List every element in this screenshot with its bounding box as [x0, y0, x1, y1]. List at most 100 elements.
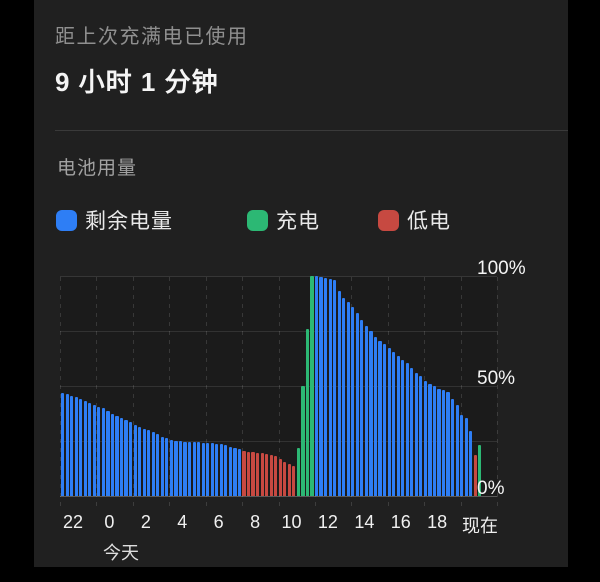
chart-bar-remaining [133, 424, 137, 496]
chart-bar-low [256, 453, 260, 496]
v-gridline [497, 277, 498, 508]
chart-bar-remaining [187, 442, 192, 496]
since-full-charge-label: 距上次充满电已使用 [55, 26, 249, 48]
chart-bar-remaining [88, 402, 92, 496]
chart-bar-remaining [414, 372, 418, 496]
chart-bar-remaining [360, 320, 364, 496]
chart-bar-remaining [446, 391, 450, 496]
chart-bar-remaining [460, 414, 464, 496]
chart-bar-remaining [115, 415, 119, 496]
h-gridline [60, 441, 497, 442]
chart-bar-low [260, 453, 264, 496]
chart-bar-remaining [178, 441, 183, 496]
x-axis-label: 16 [390, 512, 411, 532]
chart-bar-remaining [437, 389, 441, 496]
chart-bar-low [278, 458, 282, 496]
v-gridline [132, 277, 134, 508]
chart-bar-remaining [401, 359, 405, 496]
chart-bar-charging [296, 447, 300, 496]
chart-bar-charging [310, 276, 314, 496]
divider [55, 130, 568, 131]
v-gridline [314, 277, 316, 508]
v-gridline [205, 277, 207, 508]
chart-bar-remaining [156, 434, 160, 496]
chart-bar-remaining [138, 426, 142, 496]
v-gridline [424, 277, 426, 508]
today-label: 今天 [103, 543, 139, 563]
chart-bar-remaining [405, 362, 409, 496]
x-axis-label: 18 [427, 512, 448, 532]
x-axis-label: 6 [213, 512, 224, 532]
chart-bar-remaining [101, 408, 105, 496]
chart-bar-remaining [337, 291, 341, 496]
chart-bar-remaining [237, 448, 242, 496]
chart-bar-low [274, 456, 278, 496]
chart-bar-charging [301, 386, 305, 496]
chart-bar-remaining [142, 428, 146, 496]
chart-bar-remaining [74, 397, 78, 496]
chart-bar-remaining [319, 277, 323, 496]
y-axis-label: 50% [477, 368, 516, 389]
chart-bar-remaining [174, 441, 178, 496]
v-gridline [242, 277, 244, 508]
chart-bar-remaining [342, 298, 346, 496]
chart-bar-remaining [378, 340, 382, 496]
chart-bar-remaining [147, 430, 151, 496]
battery-panel: 距上次充满电已使用 9 小时 1 分钟 电池用量 剩余电量 充电 低电 今天 0… [34, 0, 568, 567]
chart-bar-remaining [124, 420, 128, 496]
v-gridline [351, 277, 353, 508]
chart-bar-remaining [392, 351, 396, 496]
chart-bar-remaining [79, 399, 83, 496]
x-axis-label: 8 [250, 512, 261, 532]
chart-bar-remaining [346, 302, 350, 496]
chart-bar-remaining [441, 390, 446, 496]
chart-bar-remaining [451, 399, 455, 496]
battery-usage-title: 电池用量 [57, 158, 138, 179]
x-axis-label: 14 [354, 512, 375, 532]
v-gridline [96, 277, 98, 508]
chart-bar-remaining [469, 431, 473, 496]
chart-bar-low [473, 455, 477, 496]
chart-bar-remaining [419, 376, 423, 496]
x-axis-line [60, 496, 497, 497]
chart-bar-low [287, 464, 291, 496]
chart-bar-remaining [432, 386, 437, 496]
chart-bar-remaining [455, 404, 459, 496]
chart-bar-remaining [355, 313, 359, 496]
chart-bar-remaining [65, 393, 69, 496]
chart-bar-remaining [151, 432, 155, 496]
legend-item-charging: 充电 [247, 205, 320, 235]
legend-label-remaining: 剩余电量 [85, 210, 173, 233]
chart-bar-remaining [464, 417, 468, 496]
x-axis-label: 12 [317, 512, 338, 532]
chart-bar-remaining [201, 443, 205, 496]
chart-bar-remaining [228, 446, 232, 496]
chart-bar-remaining [233, 447, 237, 496]
legend-swatch-remaining [56, 209, 77, 231]
chart-bar-remaining [333, 280, 337, 496]
chart-bar-remaining [106, 411, 110, 496]
legend-item-remaining: 剩余电量 [56, 205, 173, 235]
chart-bar-remaining [97, 406, 101, 496]
x-axis-label: 4 [177, 512, 188, 532]
chart-bar-remaining [215, 444, 219, 496]
usage-duration: 9 小时 1 分钟 [55, 67, 219, 97]
chart-bar-remaining [351, 306, 355, 496]
chart-bar-remaining [210, 443, 214, 496]
chart-bar-remaining [382, 344, 387, 496]
x-axis-label-now: 现在 [462, 516, 498, 536]
chart-bar-remaining [119, 417, 124, 496]
legend-swatch-low [378, 209, 399, 231]
chart-bar-remaining [61, 392, 65, 496]
chart-bar-low [292, 466, 296, 496]
chart-bar-remaining [314, 276, 319, 496]
h-gridline [60, 386, 497, 387]
x-axis-label: 10 [281, 512, 302, 532]
x-axis-label: 22 [62, 512, 84, 532]
chart-bar-remaining [373, 336, 378, 496]
chart-bar-remaining [83, 401, 87, 496]
chart-bar-low [283, 461, 287, 496]
chart-bar-low [242, 450, 246, 496]
chart-bar-remaining [206, 443, 210, 496]
chart-bar-remaining [165, 437, 169, 496]
